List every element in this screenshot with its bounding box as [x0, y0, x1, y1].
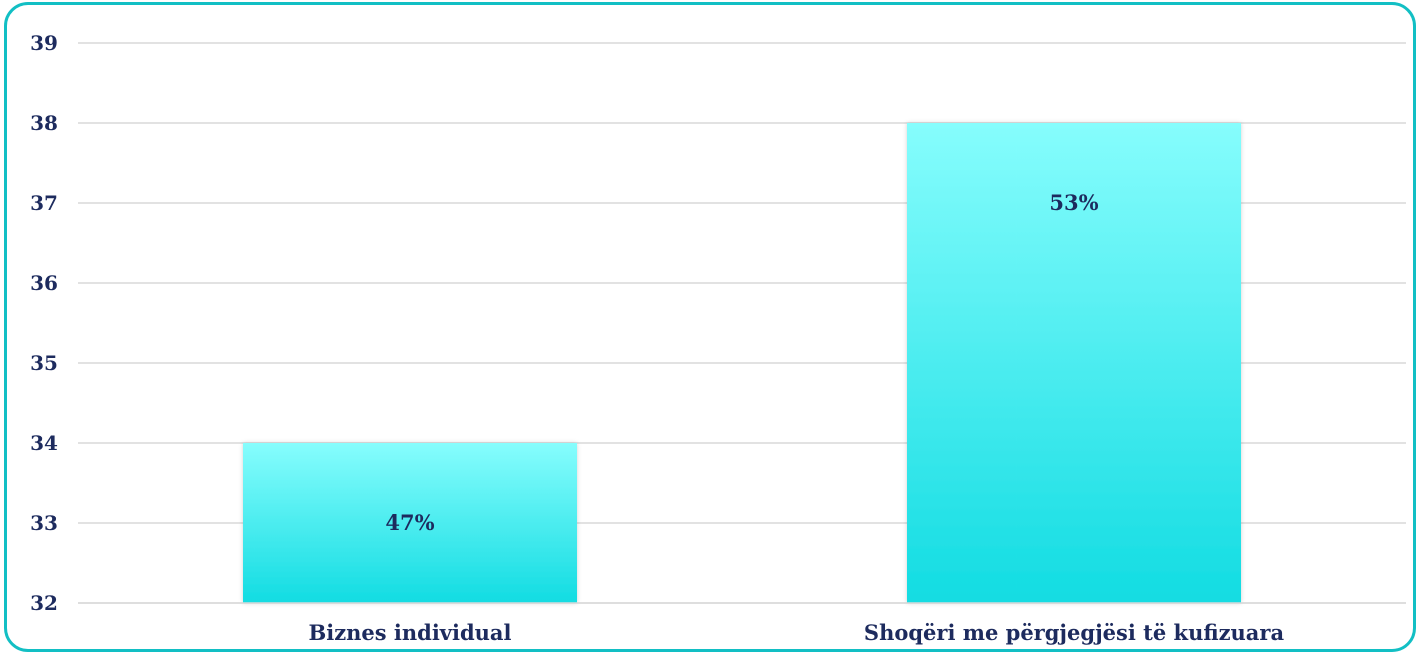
- x-tick-label: Biznes individual: [308, 620, 511, 645]
- y-tick-label: 39: [30, 31, 58, 55]
- data-label: 47%: [385, 510, 434, 535]
- y-tick-label: 37: [30, 191, 58, 215]
- y-tick-label: 33: [30, 511, 58, 535]
- y-tick-label: 32: [30, 591, 58, 615]
- x-axis: Biznes individual Shoqëri me përgjegjësi …: [78, 602, 1406, 645]
- data-label: 53%: [1049, 190, 1098, 215]
- y-axis: 32 33 34 35 36 37 38 39: [30, 31, 58, 615]
- y-tick-label: 36: [30, 271, 58, 295]
- y-tick-label: 34: [30, 431, 58, 455]
- y-tick-label: 38: [30, 111, 58, 135]
- bars: 47% 53%: [243, 123, 1241, 603]
- bar: [907, 123, 1241, 603]
- y-tick-label: 35: [30, 351, 58, 375]
- x-tick-label: Shoqëri me përgjegjësi të kufizuara: [864, 620, 1285, 645]
- bar: [243, 443, 577, 603]
